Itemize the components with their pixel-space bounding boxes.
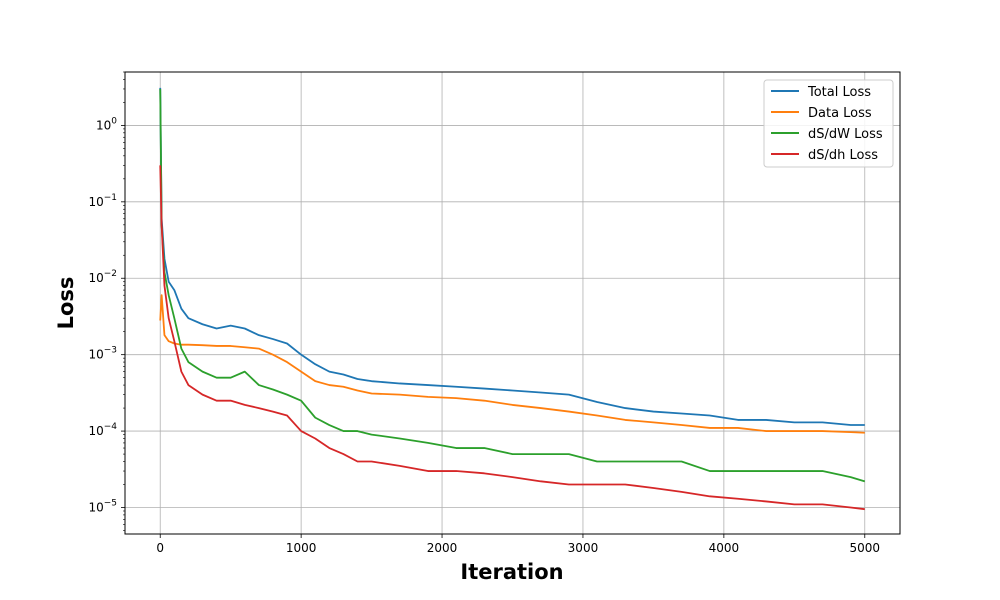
- series-line-ds-dw-loss: [159, 88, 866, 483]
- x-tick-label: 4000: [709, 541, 740, 555]
- y-tick-label: 10−1: [88, 193, 117, 209]
- x-tick-label: 5000: [849, 541, 880, 555]
- series-line-ds-dh-loss: [159, 165, 865, 511]
- x-tick-label: 0: [156, 541, 164, 555]
- x-tick-label: 3000: [568, 541, 599, 555]
- y-tick-label: 10−5: [88, 498, 117, 514]
- x-tick-label: 2000: [427, 541, 458, 555]
- legend-label-ds-dw-loss: dS/dW Loss: [808, 127, 883, 142]
- grid: [125, 72, 900, 534]
- series-line-data-loss: [159, 294, 865, 434]
- legend-label-data-loss: Data Loss: [808, 106, 872, 121]
- series-line-total-loss: [159, 87, 865, 426]
- x-axis-title: Iteration: [460, 560, 563, 584]
- y-tick-label: 10−3: [88, 346, 117, 362]
- y-tick-label: 100: [96, 116, 117, 132]
- legend-label-total-loss: Total Loss: [807, 85, 871, 100]
- legend-box: [763, 79, 894, 168]
- plot-frame: [124, 71, 901, 535]
- legend-label-ds-dh-loss: dS/dh Loss: [808, 148, 878, 163]
- x-tick-label: 1000: [286, 541, 317, 555]
- y-axis: 10−5 10−4 10−3 10−2 10−1 100: [88, 71, 125, 531]
- legend: Total Loss Data Loss dS/dW Loss dS/dh Lo…: [763, 79, 894, 168]
- series-layer: [159, 87, 866, 511]
- y-tick-label: 10−2: [88, 269, 117, 285]
- y-axis-title: Loss: [54, 277, 78, 330]
- x-axis: 0 1000 2000 3000 4000 5000: [156, 534, 880, 555]
- y-tick-label: 10−4: [88, 422, 117, 438]
